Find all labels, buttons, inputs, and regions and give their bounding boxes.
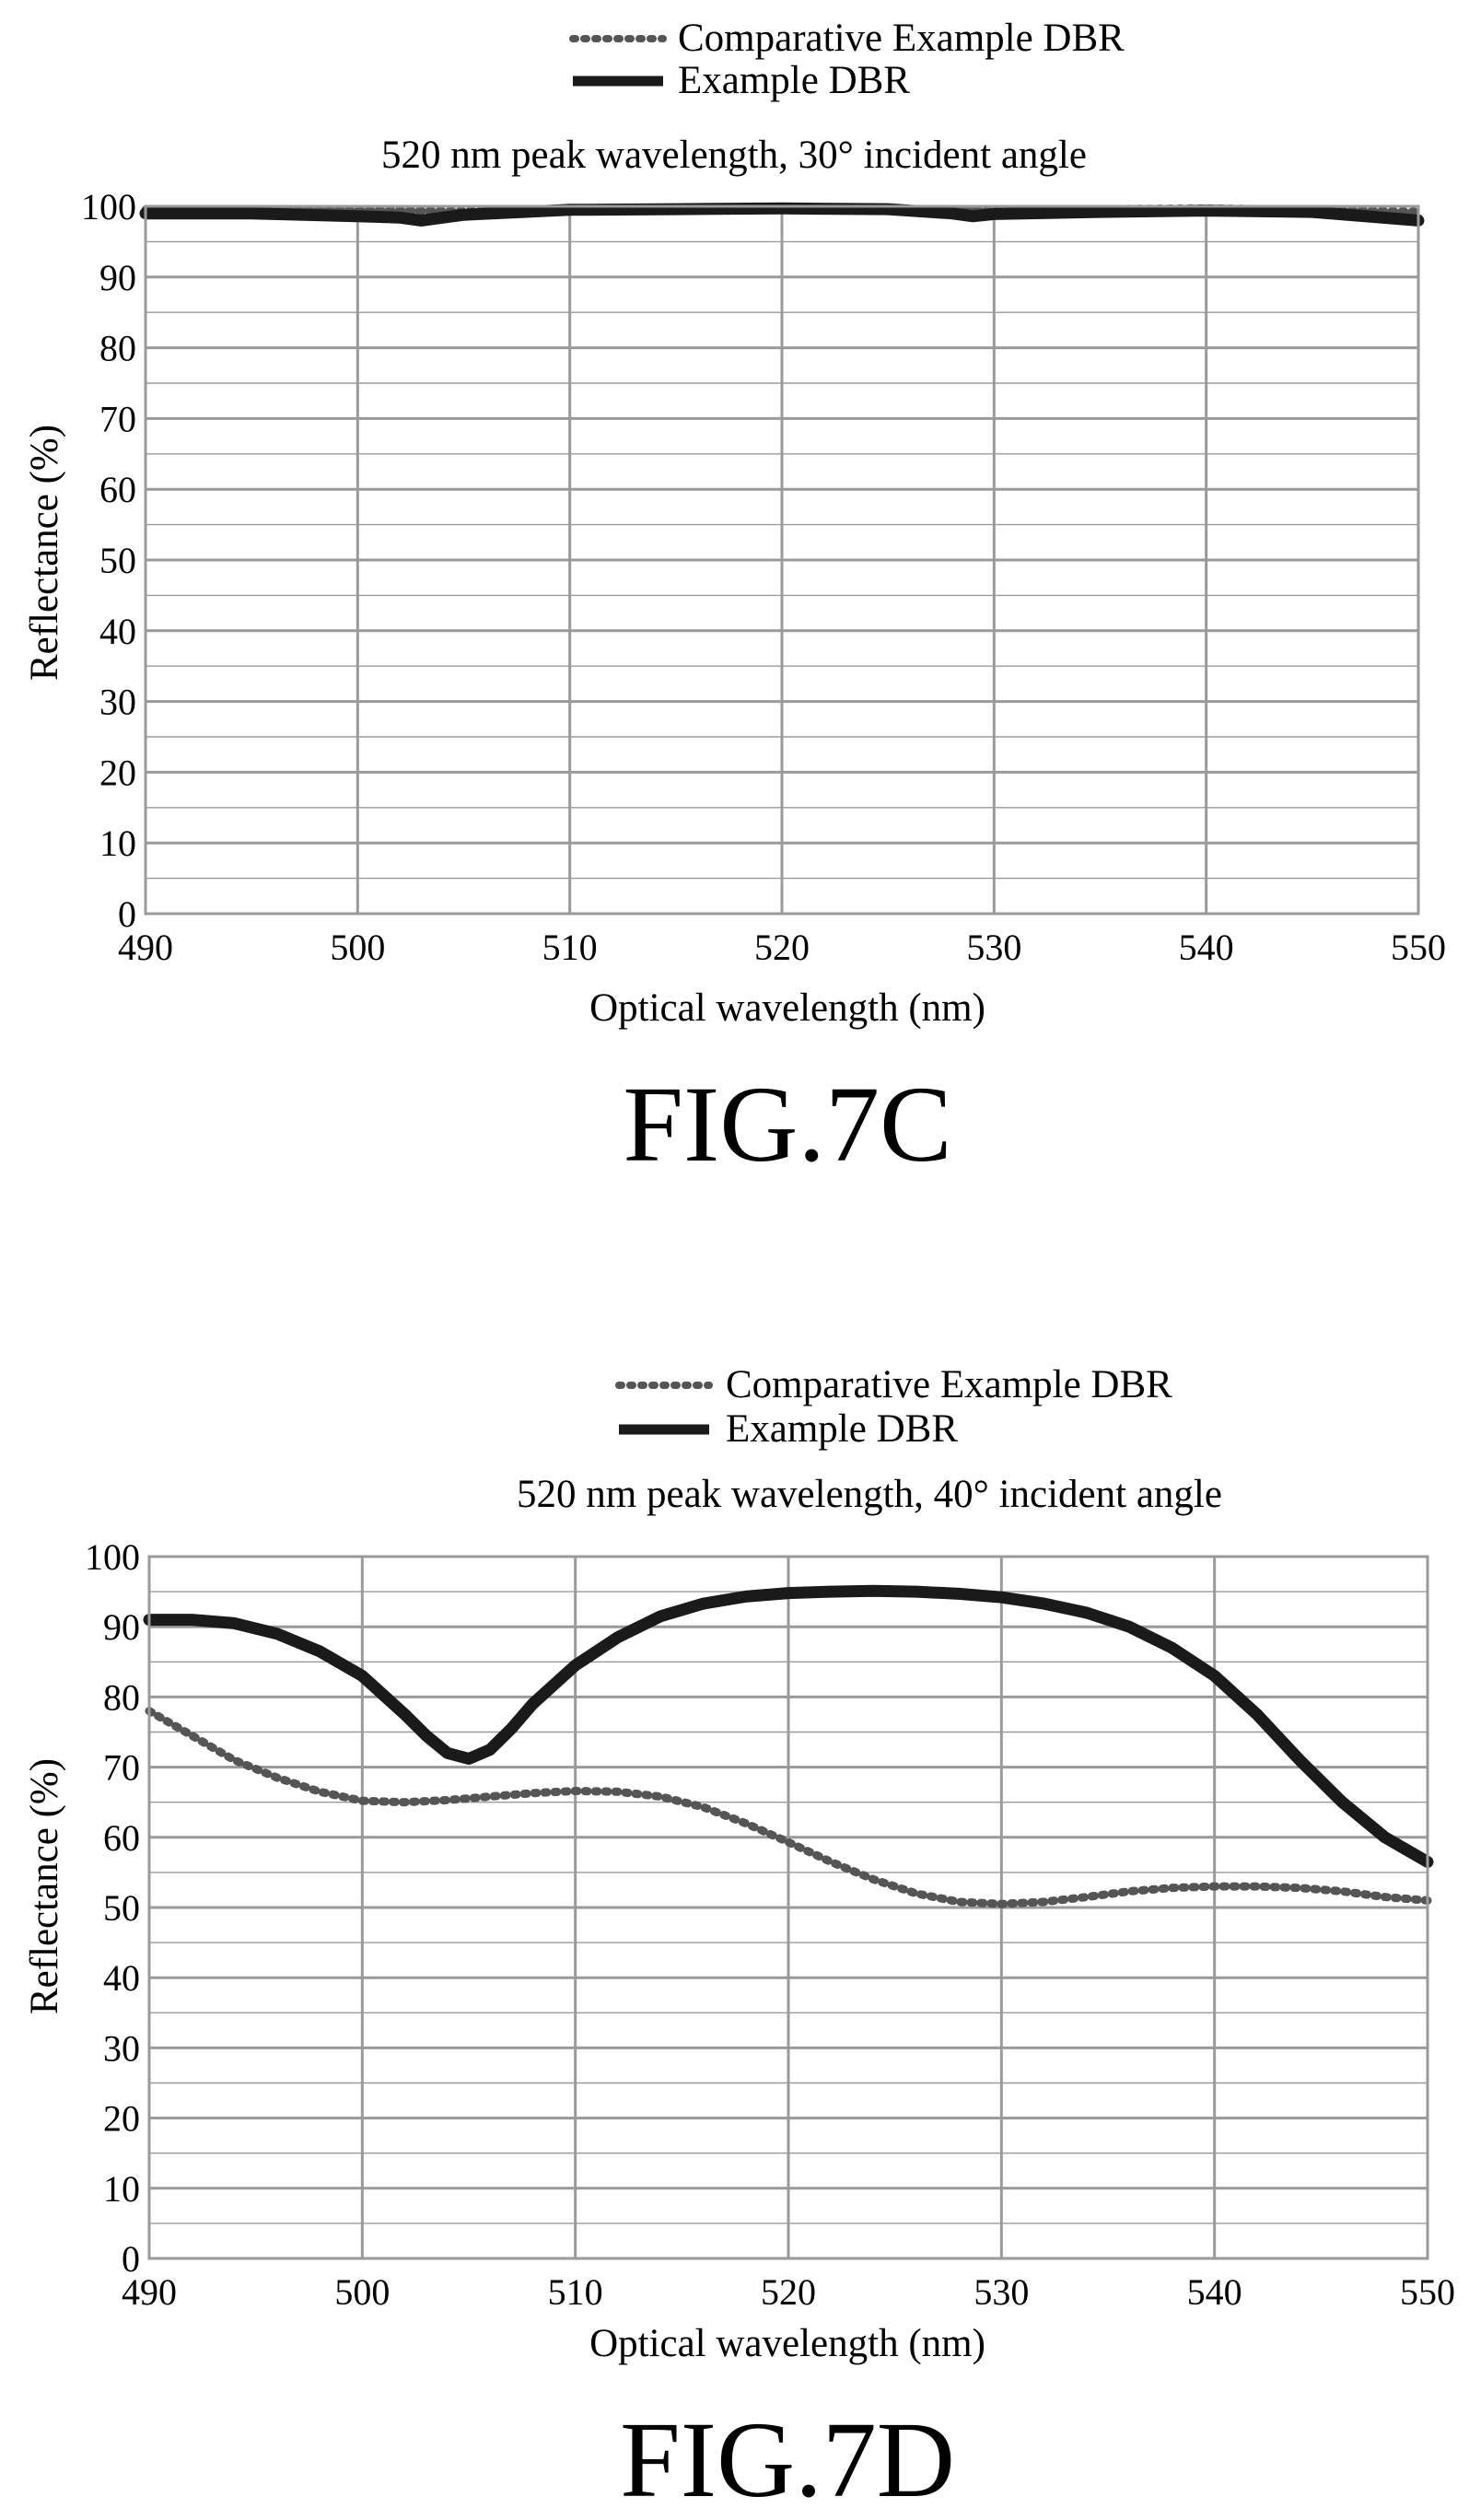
x-tick-label: 510: [542, 927, 598, 968]
x-tick-label: 540: [1187, 2271, 1242, 2313]
y-tick-label: 20: [103, 2098, 140, 2140]
x-tick-label: 540: [1179, 927, 1234, 968]
y-tick-label: 70: [99, 398, 136, 439]
series-line-example: [139, 202, 1425, 227]
chart-title: 520 nm peak wavelength, 30° incident ang…: [381, 134, 1087, 177]
series-line-example: [143, 1584, 1434, 1868]
y-tick-label: 100: [81, 186, 136, 228]
y-tick-label: 90: [99, 257, 136, 298]
y-tick-label: 20: [99, 752, 136, 793]
y-tick-label: 80: [103, 1676, 140, 1718]
figure-label: FIG.7C: [623, 1064, 951, 1184]
legend-label-example: Example DBR: [678, 59, 910, 102]
legend-label-example: Example DBR: [726, 1407, 958, 1451]
x-tick-label: 530: [974, 2271, 1029, 2313]
chart-title: 520 nm peak wavelength, 40° incident ang…: [517, 1473, 1222, 1516]
x-tick-label: 490: [118, 927, 173, 968]
legend-label-comparative: Comparative Example DBR: [678, 17, 1125, 60]
gridlines: [144, 204, 1420, 916]
x-tick-label: 530: [966, 927, 1021, 968]
plot-frame: [147, 1555, 1429, 2260]
y-tick-label: 70: [103, 1747, 140, 1789]
tick-labels: 0 10 20 30 40 50 60 70 80 90 100 490 500 510 520 530 540…: [81, 186, 1446, 968]
y-tick-label: 60: [103, 1817, 140, 1859]
x-tick-label: 520: [761, 2271, 816, 2313]
legend-label-comparative: Comparative Example DBR: [726, 1363, 1172, 1406]
x-axis-title: Optical wavelength (nm): [589, 2322, 985, 2365]
x-tick-label: 500: [334, 2271, 390, 2313]
y-tick-label: 40: [99, 611, 136, 652]
y-tick-label: 60: [99, 469, 136, 510]
y-axis-title: Reflectance (%): [23, 425, 66, 681]
chart-fig7d: Comparative Example DBR Example DBR 520 …: [23, 1363, 1455, 2520]
x-axis-title: Optical wavelength (nm): [589, 986, 985, 1030]
chart-fig7c: Comparative Example DBR Example DBR 520 …: [23, 17, 1446, 1184]
y-axis-title: Reflectance (%): [23, 1758, 66, 2014]
series-lines: [143, 1584, 1434, 1908]
y-tick-label: 10: [103, 2168, 140, 2210]
plot-frame: [144, 204, 1420, 916]
y-tick-label: 30: [99, 682, 136, 723]
figure-label: FIG.7D: [620, 2399, 955, 2520]
y-tick-label: 10: [99, 822, 136, 864]
y-tick-label: 100: [85, 1536, 140, 1578]
x-tick-label: 510: [548, 2271, 603, 2313]
y-tick-label: 50: [99, 540, 136, 581]
x-tick-label: 520: [754, 927, 810, 968]
series-line-comparative: [145, 1707, 1432, 1908]
y-tick-label: 80: [99, 328, 136, 369]
legend: Comparative Example DBR Example DBR: [569, 17, 1125, 102]
y-tick-label: 0: [122, 2238, 140, 2280]
y-tick-label: 30: [103, 2027, 140, 2069]
x-tick-label: 500: [330, 927, 385, 968]
y-tick-label: 0: [118, 893, 136, 935]
x-tick-label: 490: [122, 2271, 177, 2313]
x-tick-label: 550: [1391, 927, 1446, 968]
tick-labels: 0 10 20 30 40 50 60 70 80 90 100 490 500 510 520 530 540…: [85, 1536, 1455, 2313]
y-tick-label: 90: [103, 1606, 140, 1648]
y-tick-label: 40: [103, 1957, 140, 1999]
x-tick-label: 550: [1400, 2271, 1455, 2313]
y-tick-label: 50: [103, 1887, 140, 1929]
legend: Comparative Example DBR Example DBR: [615, 1363, 1172, 1451]
